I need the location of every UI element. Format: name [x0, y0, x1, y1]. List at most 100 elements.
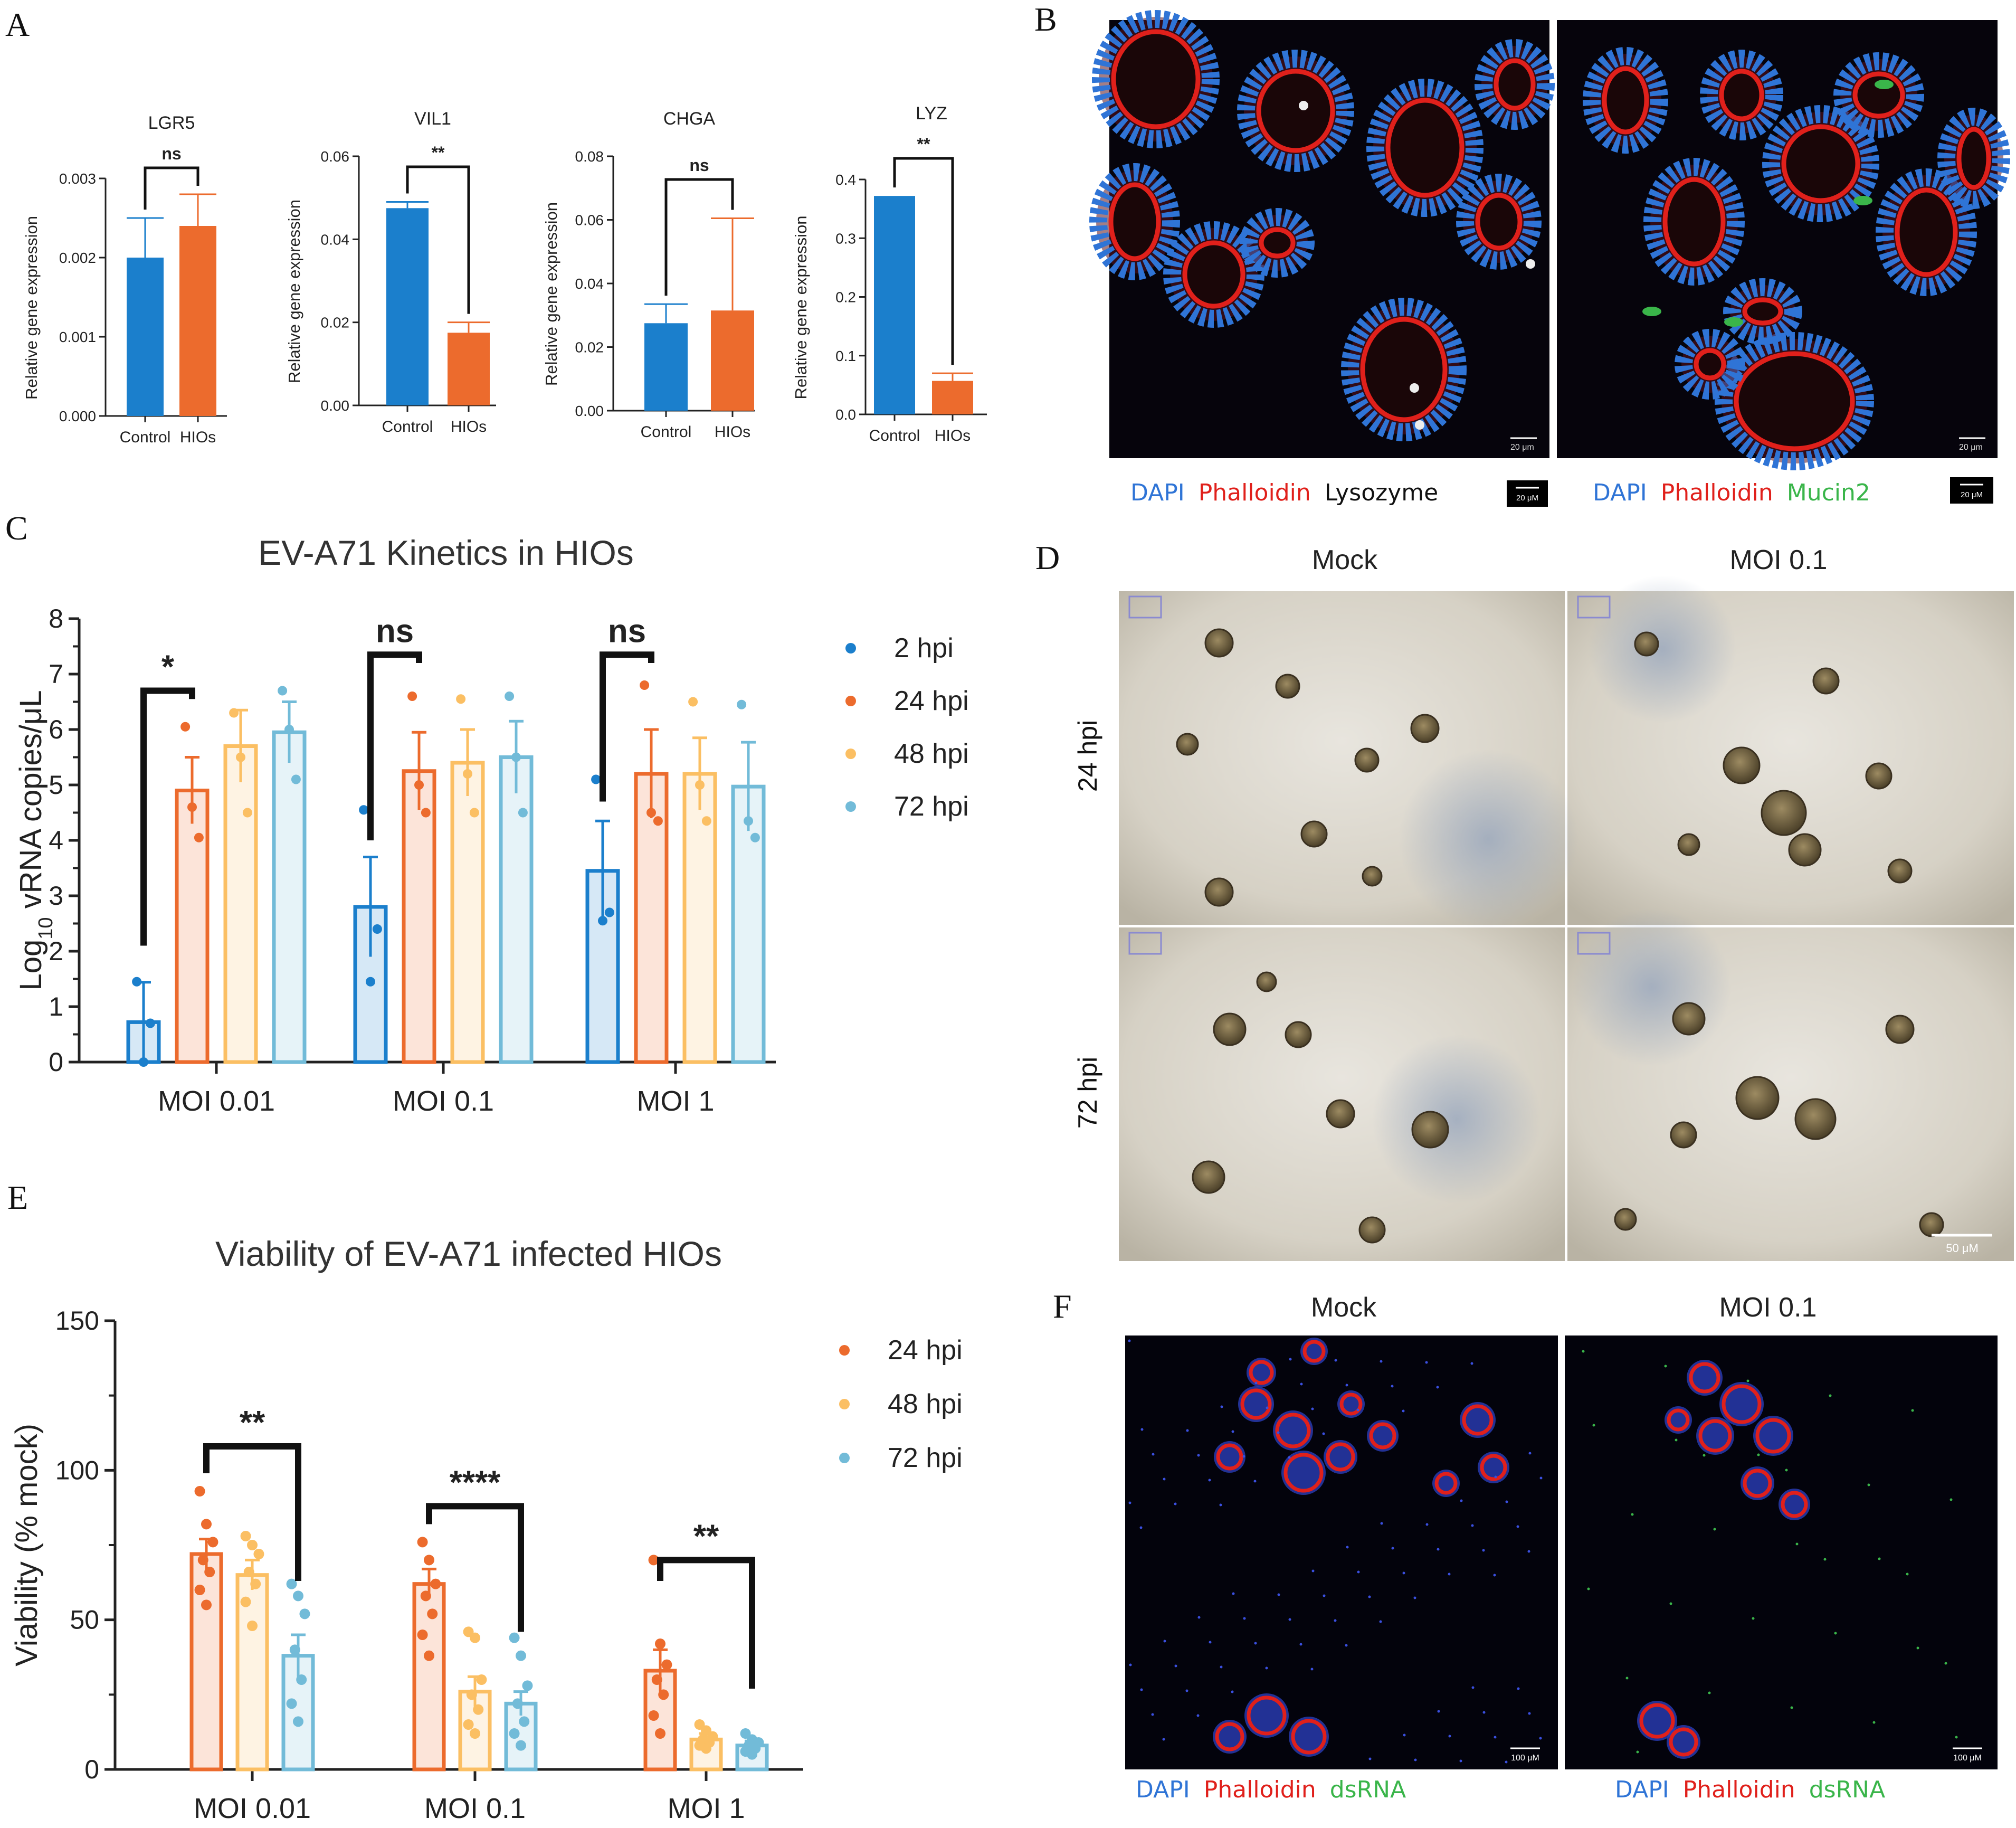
background-nucleus [1403, 1734, 1406, 1737]
background-nucleus [1310, 1668, 1314, 1671]
background-nucleus [1220, 1405, 1223, 1408]
background-nucleus [1163, 1640, 1166, 1643]
background-nucleus [1277, 1431, 1280, 1434]
panel-d-images: Mock MOI 0.1 24 hpi 72 hpi 50 μM [1073, 545, 2014, 1261]
illumination-halo [1399, 750, 1578, 929]
nuclei-ring [1475, 39, 1555, 130]
data-point [194, 832, 204, 842]
background-nucleus [1311, 1407, 1314, 1410]
actin-ring [1667, 1408, 1690, 1432]
organoid [1326, 1099, 1355, 1129]
caption-f-left: DAPI Phalloidin dsRNA [1136, 1776, 1406, 1803]
data-point [653, 816, 663, 826]
lumen [1734, 351, 1855, 451]
data-point [470, 1632, 480, 1643]
dsrna-signal [1703, 1454, 1706, 1457]
data-point [197, 1555, 208, 1566]
data-point [655, 1638, 665, 1649]
scalebar-label-b-left: 20 μM [1516, 494, 1538, 503]
background-nucleus [1357, 1570, 1360, 1574]
y-axis-label: Relative gene expression [792, 215, 810, 399]
background-nucleus [1243, 1617, 1246, 1620]
y-tick-label: 0.000 [59, 408, 96, 424]
background-nucleus [1448, 1735, 1451, 1738]
bar [682, 772, 717, 1064]
y-tick-label: 3 [49, 881, 63, 911]
dsrna-signal [1636, 1750, 1639, 1754]
nuclei-cluster [1281, 1451, 1326, 1495]
dsrna-signal [1713, 1528, 1716, 1531]
dsrna-signal [1834, 1632, 1837, 1635]
data-point [466, 1689, 477, 1700]
background-nucleus [1517, 1687, 1520, 1690]
viewfinder-box [1577, 932, 1611, 955]
lumen [1259, 227, 1296, 259]
legend-marker [845, 801, 856, 812]
significance-label: * [161, 649, 175, 686]
dsrna-signal [1664, 1365, 1667, 1368]
actin-ring [1283, 1453, 1324, 1493]
significance-label: ns [689, 156, 709, 175]
data-point [253, 1549, 264, 1559]
data-point [701, 816, 711, 826]
actin-ring [1291, 1719, 1327, 1755]
panel-letter-d: D [1035, 539, 1060, 576]
y-tick-label: 0.06 [575, 212, 604, 229]
significance-bracket [140, 687, 195, 946]
bar [179, 226, 216, 416]
data-point [648, 1555, 659, 1566]
legend-marker [845, 643, 856, 653]
background-nucleus [1346, 1546, 1349, 1549]
data-point [243, 1567, 254, 1577]
dsrna-signal [1916, 1646, 1919, 1650]
significance-bracket [406, 165, 470, 314]
background-nucleus [1139, 1526, 1143, 1529]
panel-letter-f: F [1053, 1287, 1072, 1325]
data-point [247, 1621, 258, 1631]
caption-phalloidin: Phalloidin [1204, 1776, 1316, 1803]
nuclei-ring [1762, 105, 1879, 222]
x-tick-label: MOI 0.01 [194, 1793, 311, 1824]
organoid [1887, 858, 1913, 884]
background-nucleus [1425, 1361, 1428, 1364]
background-nucleus [1254, 1642, 1257, 1645]
data-point [661, 1659, 672, 1670]
background-nucleus [1196, 1714, 1200, 1717]
lumen [1742, 297, 1783, 326]
y-tick-label: 0.08 [575, 148, 604, 165]
y-axis-label-sub: 10 [35, 917, 57, 939]
y-tick-label: 4 [49, 826, 63, 855]
nuclei-ring [1876, 168, 1977, 296]
data-point [430, 1578, 441, 1589]
col-label-mock-f: Mock [1311, 1292, 1377, 1323]
legend-marker [845, 696, 856, 706]
data-point [598, 916, 607, 926]
background-nucleus [1380, 1522, 1383, 1525]
background-nucleus [1460, 1499, 1463, 1502]
data-point [284, 725, 294, 734]
data-point [194, 1585, 205, 1595]
background-nucleus [1425, 1523, 1429, 1526]
lumen [1895, 187, 1958, 277]
x-tick-label: Control [120, 429, 171, 446]
data-point [688, 697, 698, 707]
data-point [242, 808, 252, 818]
data-point [407, 692, 417, 701]
y-axis-label: Relative gene expression [285, 200, 303, 383]
data-point [509, 1632, 520, 1643]
lumen [1385, 98, 1465, 198]
data-point [132, 977, 142, 987]
caption-dapi: DAPI [1593, 479, 1647, 506]
data-point [194, 1486, 205, 1497]
nuclei-ring [1341, 298, 1467, 441]
data-point [747, 1749, 757, 1760]
data-point [286, 1698, 297, 1709]
significance-label: ** [693, 1518, 719, 1555]
legend-label: 48 hpi [888, 1389, 963, 1419]
organoids-mucin2 [1583, 47, 2010, 470]
significance-label: ns [161, 144, 181, 163]
data-point [463, 769, 472, 779]
caption-b-left: DAPI Phalloidin Lysozyme [1130, 479, 1438, 506]
dsrna-signal [1823, 1558, 1827, 1561]
data-point [646, 808, 656, 818]
